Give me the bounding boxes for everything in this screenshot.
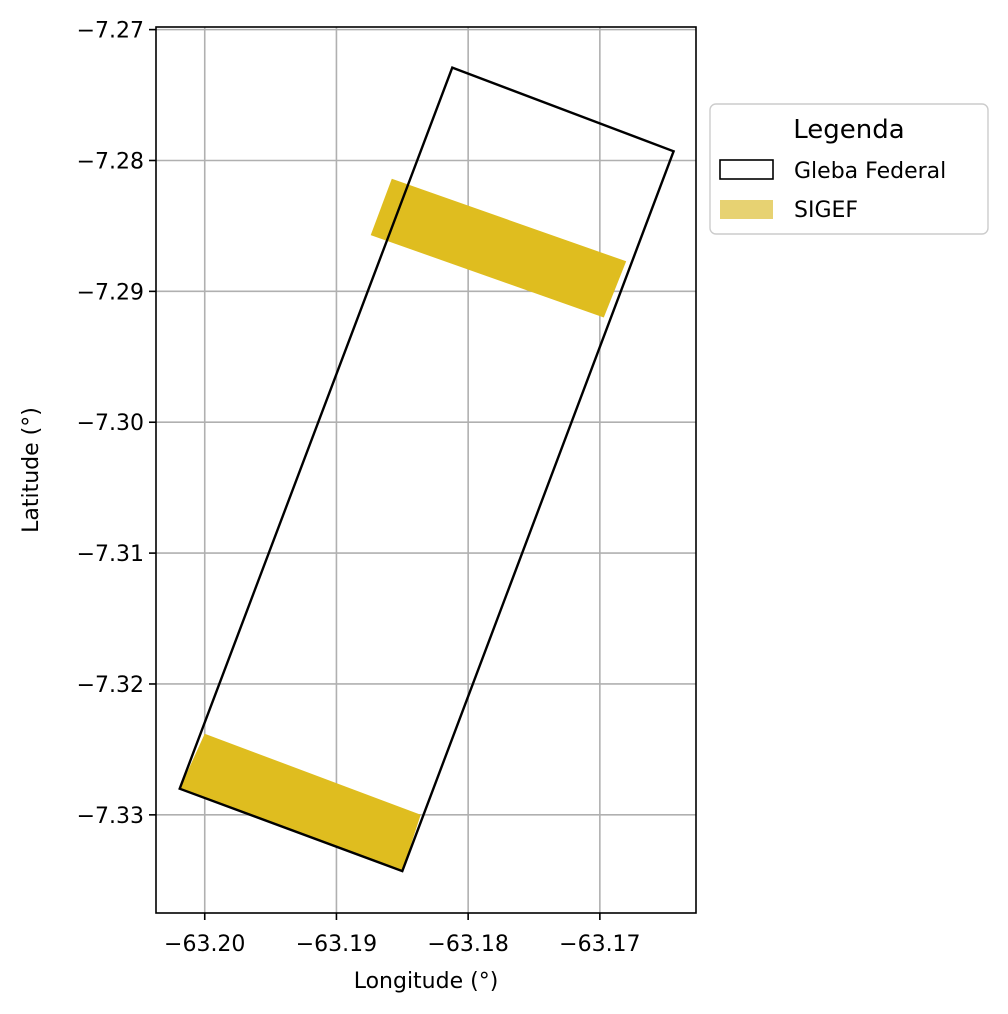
y-tick-label: −7.31 bbox=[77, 542, 144, 567]
legend-label-sigef: SIGEF bbox=[794, 198, 858, 223]
y-tick-label: −7.27 bbox=[77, 19, 144, 44]
sigef-polygon bbox=[370, 178, 627, 318]
y-tick-label: −7.28 bbox=[77, 149, 144, 174]
legend-swatch-sigef bbox=[720, 200, 773, 219]
y-tick-label: −7.33 bbox=[77, 804, 144, 829]
plot-frame bbox=[155, 26, 697, 914]
legend: Legenda Gleba Federal SIGEF bbox=[709, 103, 989, 235]
legend-box bbox=[709, 103, 989, 235]
x-tick-label: −63.20 bbox=[164, 932, 245, 957]
x-tick-label: −63.17 bbox=[559, 932, 640, 957]
y-axis-title: Latitude (°) bbox=[19, 407, 44, 533]
gleba-federal-polygon bbox=[178, 66, 676, 873]
map-layers bbox=[178, 66, 676, 873]
y-tick-label: −7.29 bbox=[77, 280, 144, 305]
sigef-polygon bbox=[179, 733, 421, 872]
y-tick-label: −7.30 bbox=[77, 411, 144, 436]
x-tick-label: −63.18 bbox=[427, 932, 508, 957]
x-tick-label: −63.19 bbox=[296, 932, 377, 957]
grid-lines bbox=[156, 27, 696, 913]
legend-swatch-gleba-federal bbox=[719, 159, 774, 180]
legend-title: Legenda bbox=[793, 115, 904, 145]
y-tick-label: −7.32 bbox=[77, 673, 144, 698]
x-axis-title: Longitude (°) bbox=[354, 969, 499, 994]
legend-label-gleba-federal: Gleba Federal bbox=[794, 159, 946, 184]
axis-ticks: −63.20 −63.19 −63.18 −63.17 −7.27 −7.28 −7.29 −… bbox=[77, 19, 641, 957]
